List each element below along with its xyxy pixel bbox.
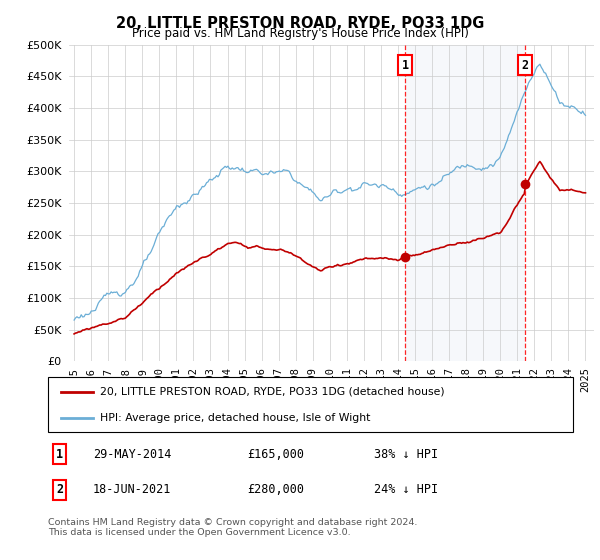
Text: 24% ↓ HPI: 24% ↓ HPI xyxy=(373,483,437,496)
Text: £165,000: £165,000 xyxy=(248,447,305,461)
Text: 2: 2 xyxy=(56,483,63,496)
Text: 20, LITTLE PRESTON ROAD, RYDE, PO33 1DG: 20, LITTLE PRESTON ROAD, RYDE, PO33 1DG xyxy=(116,16,484,31)
Text: Price paid vs. HM Land Registry's House Price Index (HPI): Price paid vs. HM Land Registry's House … xyxy=(131,27,469,40)
Text: £280,000: £280,000 xyxy=(248,483,305,496)
Text: 38% ↓ HPI: 38% ↓ HPI xyxy=(373,447,437,461)
Text: 2: 2 xyxy=(521,59,529,72)
Text: 18-JUN-2021: 18-JUN-2021 xyxy=(92,483,171,496)
Text: 1: 1 xyxy=(401,59,409,72)
Bar xyxy=(405,45,525,361)
Text: 20, LITTLE PRESTON ROAD, RYDE, PO33 1DG (detached house): 20, LITTLE PRESTON ROAD, RYDE, PO33 1DG … xyxy=(101,387,445,396)
Text: 1: 1 xyxy=(56,447,63,461)
FancyBboxPatch shape xyxy=(48,377,573,432)
Text: Contains HM Land Registry data © Crown copyright and database right 2024.
This d: Contains HM Land Registry data © Crown c… xyxy=(48,518,418,538)
Text: HPI: Average price, detached house, Isle of Wight: HPI: Average price, detached house, Isle… xyxy=(101,413,371,423)
Text: 29-MAY-2014: 29-MAY-2014 xyxy=(92,447,171,461)
